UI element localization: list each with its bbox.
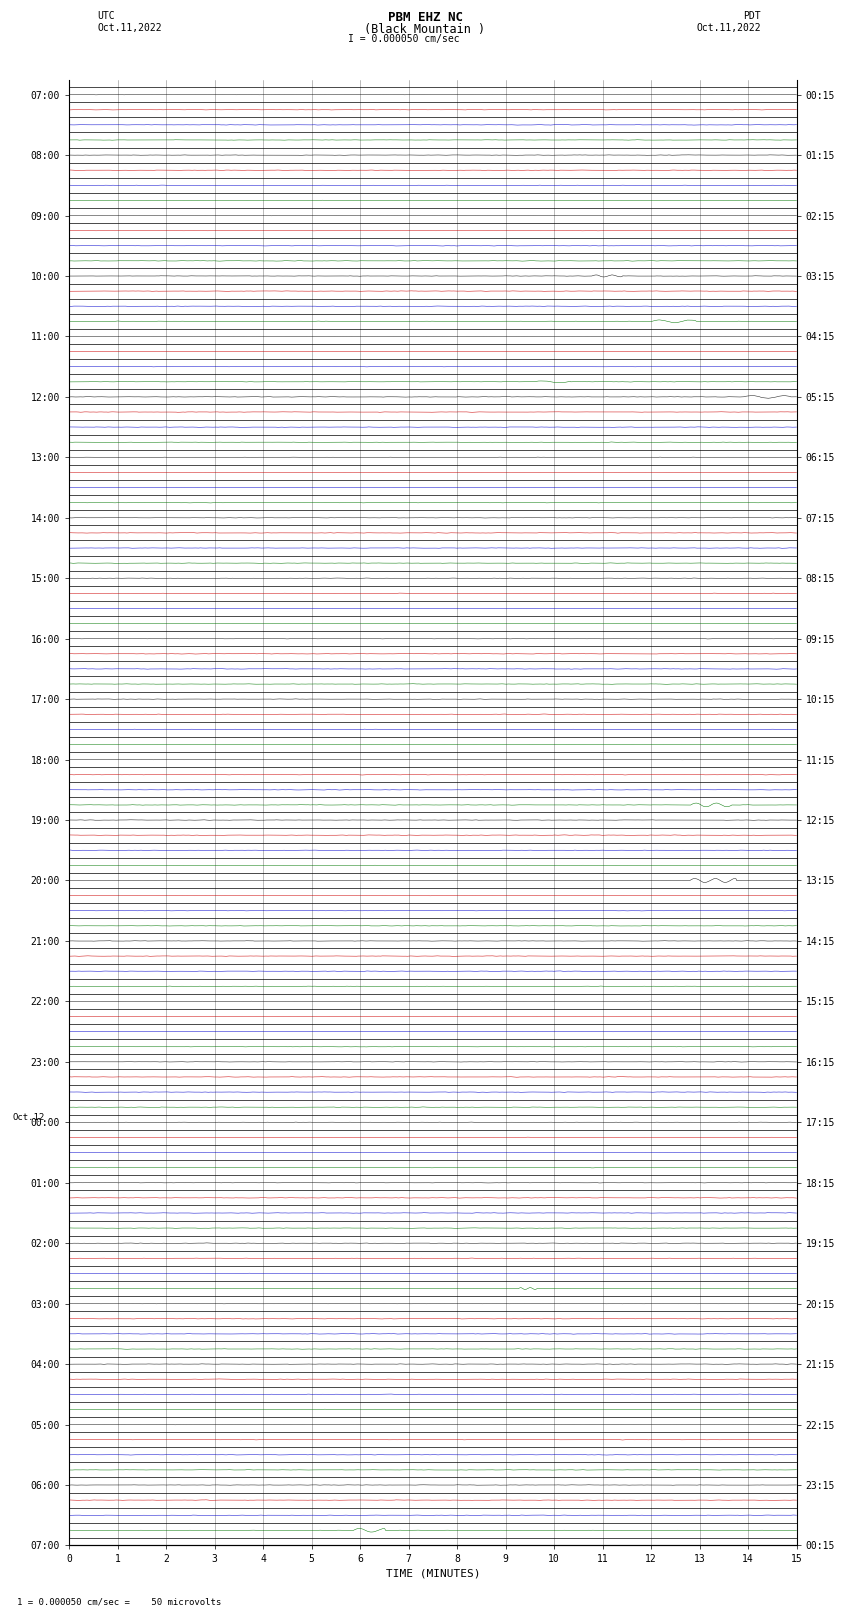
X-axis label: TIME (MINUTES): TIME (MINUTES) bbox=[386, 1569, 480, 1579]
Text: I = 0.000050 cm/sec: I = 0.000050 cm/sec bbox=[348, 34, 460, 44]
Text: Oct.11,2022: Oct.11,2022 bbox=[696, 23, 761, 32]
Text: PDT: PDT bbox=[743, 11, 761, 21]
Text: (Black Mountain ): (Black Mountain ) bbox=[365, 23, 485, 35]
Text: Oct.12: Oct.12 bbox=[13, 1113, 45, 1121]
Text: 1 = 0.000050 cm/sec =    50 microvolts: 1 = 0.000050 cm/sec = 50 microvolts bbox=[17, 1597, 221, 1607]
Text: PBM EHZ NC: PBM EHZ NC bbox=[388, 11, 462, 24]
Text: UTC: UTC bbox=[98, 11, 116, 21]
Text: Oct.11,2022: Oct.11,2022 bbox=[98, 23, 162, 32]
